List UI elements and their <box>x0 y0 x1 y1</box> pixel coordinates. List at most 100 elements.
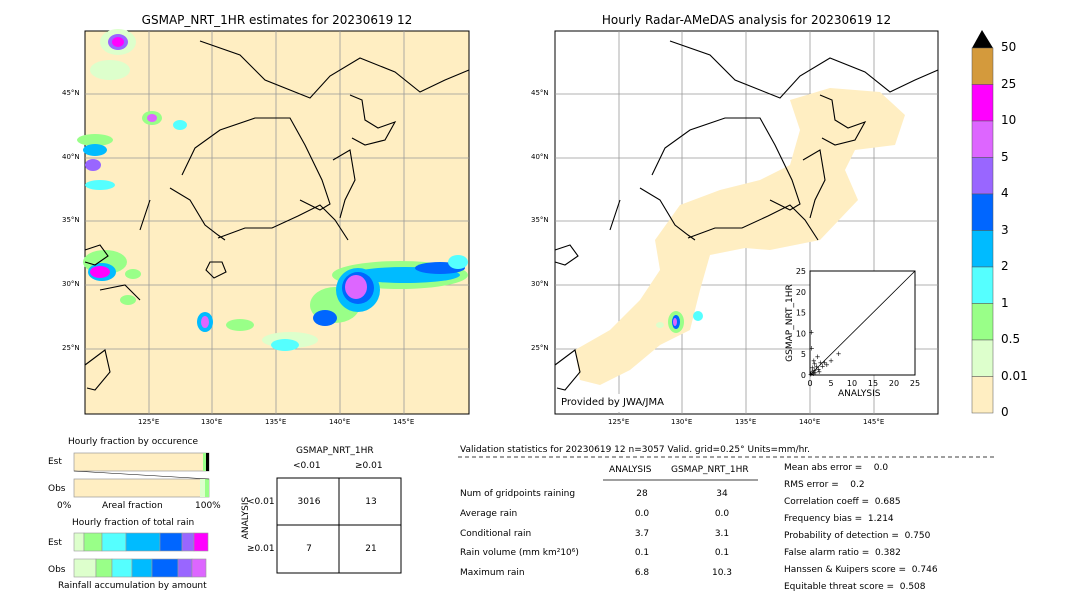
occurrence-bars <box>73 452 210 498</box>
scatter-point: + <box>810 370 816 378</box>
total-bars <box>73 532 209 578</box>
colorbar-label: 0.5 <box>1001 332 1021 346</box>
scatter-x-tick: 10 <box>847 379 857 388</box>
scatter-diagonal <box>809 270 916 376</box>
score-line: False alarm ratio = 0.382 <box>784 548 901 558</box>
right-lon-label: 140°E <box>799 418 821 426</box>
left-lat-label: 30°N <box>62 280 80 288</box>
score-line: Hanssen & Kuipers score = 0.746 <box>784 565 938 575</box>
colorbar-swatch <box>971 266 994 304</box>
total-x-label: Rainfall accumulation by amount <box>58 581 207 591</box>
occurrence-x-right: 100% <box>195 501 221 511</box>
occurrence-row-obs: Obs <box>48 484 66 494</box>
colorbar-label: 2 <box>1001 259 1009 273</box>
occurrence-title: Hourly fraction by occurence <box>68 437 199 447</box>
right-map-coastline <box>554 40 939 391</box>
colorbar-swatch <box>971 120 994 158</box>
colorbar-label: 50 <box>1001 40 1017 54</box>
scatter-point: + <box>812 360 818 368</box>
contingency-row-1: <0.01 <box>247 497 275 507</box>
colorbar-label: 1 <box>1001 295 1009 310</box>
validation-gsmap-value: 0.0 <box>714 509 730 519</box>
score-line: Equitable threat score = 0.508 <box>784 582 926 592</box>
colorbar-swatches <box>971 47 994 414</box>
colorbar-swatch <box>971 339 994 377</box>
scatter-y-ticks: 0 5 10 15 20 25 <box>796 267 806 380</box>
validation-gsmap-value: 10.3 <box>711 568 733 578</box>
colorbar-swatch <box>971 303 994 341</box>
validation-analysis-value: 0.0 <box>634 509 650 519</box>
scatter-point: + <box>811 367 817 375</box>
scatter-point: + <box>810 364 816 372</box>
colorbar <box>971 30 994 414</box>
validation-row-label: Conditional rain <box>460 529 532 539</box>
colorbar-label: 25 <box>1001 76 1017 91</box>
validation-row-label: Maximum rain <box>460 568 525 578</box>
colorbar-arrow <box>972 30 993 48</box>
occurrence-row-est: Est <box>48 457 62 467</box>
score-line: Frequency bias = 1.214 <box>784 514 894 524</box>
right-lat-label: 35°N <box>531 216 549 224</box>
right-map-title: Hourly Radar-AMeDAS analysis for 2023061… <box>601 13 892 27</box>
scatter-point: + <box>828 357 834 365</box>
total-row-obs: Obs <box>48 565 66 575</box>
scatter-x-label: ANALYSIS <box>838 389 881 399</box>
scatter-point: + <box>809 344 815 352</box>
contingency-col-1: <0.01 <box>293 461 321 471</box>
scatter-point: + <box>808 370 814 378</box>
validation-analysis-value: 3.7 <box>634 529 650 539</box>
score-line: Mean abs error = 0.0 <box>784 463 889 473</box>
colorbar-label: 5 <box>1001 149 1009 164</box>
validation-header: Validation statistics for 20230619 12 n=… <box>460 445 811 455</box>
right-map-rain <box>656 311 703 333</box>
scatter-point: + <box>813 363 819 371</box>
scatter-x-ticks: 0 5 10 15 20 25 <box>807 379 920 388</box>
scatter-point: + <box>836 350 842 358</box>
scatter-y-label: GSMAP_NRT_1HR <box>785 284 795 362</box>
validation-analysis-value: 6.8 <box>634 568 650 578</box>
left-lon-label: 125°E <box>138 418 160 426</box>
scatter-y-tick: 20 <box>796 288 806 297</box>
scatter-point: + <box>816 368 822 376</box>
colorbar-swatch <box>971 193 994 231</box>
right-lon-label: 125°E <box>608 418 630 426</box>
total-title: Hourly fraction of total rain <box>72 518 195 528</box>
right-lon-label: 145°E <box>863 418 885 426</box>
scatter-point: + <box>815 365 821 373</box>
occurrence-x-label: Areal fraction <box>102 501 163 511</box>
contingency-row-2: ≥0.01 <box>247 544 275 554</box>
right-lat-label: 45°N <box>531 89 549 97</box>
total-row-est: Est <box>48 538 62 548</box>
contingency-cell: 3016 <box>297 497 321 507</box>
occurrence-x-left: 0% <box>57 501 72 511</box>
left-map-title: GSMAP_NRT_1HR estimates for 20230619 12 <box>141 13 413 27</box>
contingency-title: GSMAP_NRT_1HR <box>296 446 374 456</box>
scatter-point: + <box>808 329 814 337</box>
validation-gsmap-value: 0.1 <box>714 548 730 558</box>
colorbar-swatch <box>971 47 994 85</box>
scatter-point: + <box>812 369 818 377</box>
validation-gsmap-value: 34 <box>716 489 728 499</box>
colorbar-label: 4 <box>1001 186 1009 200</box>
contingency-grid <box>276 477 402 574</box>
scatter-point: + <box>818 359 824 367</box>
left-lon-label: 135°E <box>265 418 287 426</box>
left-lat-label: 35°N <box>62 216 80 224</box>
scatter-x-tick: 15 <box>868 379 878 388</box>
validation-row-label: Rain volume (mm km²10⁶) <box>460 548 579 558</box>
colorbar-label: 0 <box>1001 405 1009 419</box>
left-lat-label: 40°N <box>62 153 80 161</box>
scatter-x-tick: 25 <box>910 379 920 388</box>
left-lon-label: 145°E <box>393 418 415 426</box>
scatter-point: + <box>815 353 821 361</box>
scatter-x-tick: 20 <box>889 379 899 388</box>
left-lat-label: 25°N <box>62 344 80 352</box>
scatter-point: + <box>811 357 817 365</box>
right-lat-label: 25°N <box>531 344 549 352</box>
scatter-y-tick: 15 <box>796 309 806 318</box>
contingency-col-2: ≥0.01 <box>355 461 383 471</box>
scatter-point: + <box>809 368 815 376</box>
validation-col-gsmap: GSMAP_NRT_1HR <box>671 465 749 475</box>
left-map-coastline <box>84 40 470 391</box>
left-map <box>77 29 470 415</box>
